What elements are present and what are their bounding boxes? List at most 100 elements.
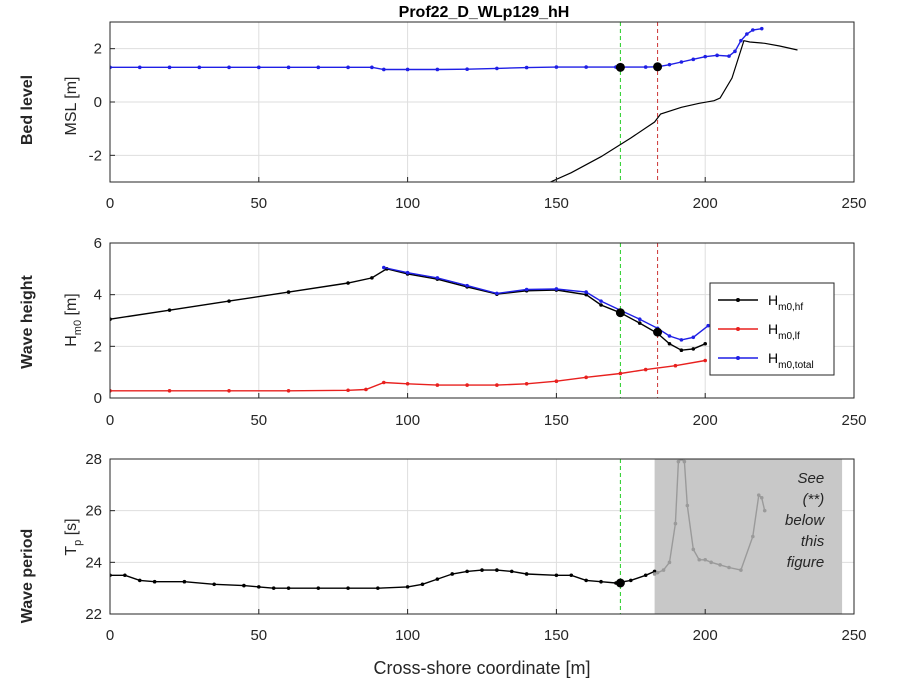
wave-period-row-label: Wave period [19,529,36,624]
series-total-point [739,38,743,43]
y-tick-label: 2 [94,41,102,58]
series-lf-point [405,381,410,386]
series-tp-point [465,569,469,574]
series-tp_gray-point [682,459,687,464]
series-tp-point [376,586,380,590]
bed-level-row-label: Bed level [19,75,36,145]
series-tp_gray-point [718,563,722,567]
series-tp_gray-point [673,521,678,526]
series-total-line [383,266,709,341]
series-total-line [110,28,762,71]
series-total-point [727,54,731,58]
series-tp_gray-point [691,547,696,552]
series-tp-point [123,573,127,578]
series-lf-point [465,383,469,387]
series-hf-point [227,299,231,303]
plot-content [110,22,798,182]
series-lf-line [110,359,706,392]
bed-level-ylabel: MSL [m] [63,77,80,136]
legend-hf-label: Hm0,hf [768,292,803,313]
series-total-point [745,32,749,36]
series-hf-point [637,321,642,325]
x-tick-label: 100 [395,195,420,212]
series-lf-point [364,387,368,392]
x-tick-label: 100 [395,627,420,644]
wave-period-ylabel: Tp [s] [63,518,84,555]
series-tp_gray-point [697,557,702,562]
series-hf-line [110,268,706,351]
plot-content [110,243,710,398]
series-tp-point [569,573,574,578]
series-total-point [495,66,499,71]
series-total-point [370,65,374,70]
series-tp-point [509,569,514,574]
series-tp-point [257,585,261,589]
position-marker [653,62,663,72]
series-total-point [637,317,642,322]
series-tp-point [152,579,157,584]
series-total-point [679,338,684,342]
wave-period-panel: Wave period Tp [s] See (**) below this figur… [19,451,867,644]
series-total-point [751,28,755,32]
legend-label-sub: m0,total [778,360,814,371]
series-hf-point [370,276,374,280]
series-tp_gray-point [685,503,690,508]
series-total-point [257,65,261,70]
series-total-point [405,67,410,72]
legend-total-label: Hm0,total [768,350,814,371]
series-tp_gray-line [654,459,766,575]
legend-label-main: H [768,350,778,366]
series-lf-point [381,380,386,385]
series-total-point [495,291,499,296]
x-tick-label: 200 [693,627,718,644]
x-tick-label: 150 [544,195,569,212]
series-total-point [197,65,202,70]
y-tick-label: 2 [94,338,102,355]
series-total-point [435,67,440,72]
legend-label-sub: m0,lf [778,331,800,342]
series-tp_gray-point [661,568,666,572]
series-lf-point [584,375,588,380]
series-hf-point [167,308,172,312]
series-tp-point [346,586,350,590]
y-tick-label: 0 [94,94,102,111]
y-tick-label: 6 [94,235,102,252]
series-bed-line [550,39,798,182]
series-total-point [286,65,291,70]
legend-total-marker [736,356,740,360]
bed-level-panel: Bed level MSL [m] 0 50 100 150 200 250 -2 0 2 [19,21,867,212]
x-tick-label: 150 [544,627,569,644]
series-hf-point [679,348,684,353]
y-tick-label: 26 [85,503,102,520]
series-tp-point [450,572,455,576]
y-tick-label: 22 [85,606,102,623]
x-tick-label: 150 [544,412,569,429]
position-marker [615,308,625,318]
x-tick-label: 250 [841,412,866,429]
x-tick-label: 0 [106,627,114,644]
series-lf-point [167,388,172,393]
series-tp_gray-point [709,560,713,565]
series-tp-point [242,583,246,588]
series-total-point [137,65,142,70]
series-tp-point [137,578,142,583]
series-total-point [691,57,696,62]
series-hf-point [703,341,707,346]
series-hf-point [346,281,350,285]
series-tp-point [584,578,588,583]
x-tick-label: 0 [106,195,114,212]
series-tp_gray-point [759,495,764,500]
series-hf-point [691,347,696,351]
y-tick-label: 28 [85,451,102,468]
series-tp-point [405,585,410,589]
plot-content: See (**) below this figure [110,459,843,614]
series-lf-point [495,383,499,387]
series-hf-point [667,341,672,346]
y-tick-label: -2 [89,147,102,164]
series-tp-point [652,569,657,574]
series-tp-line [110,569,655,589]
y-tick-label: 4 [94,287,102,304]
wave-period-ylabel-sub: p [72,540,84,546]
series-total-point [715,53,719,58]
